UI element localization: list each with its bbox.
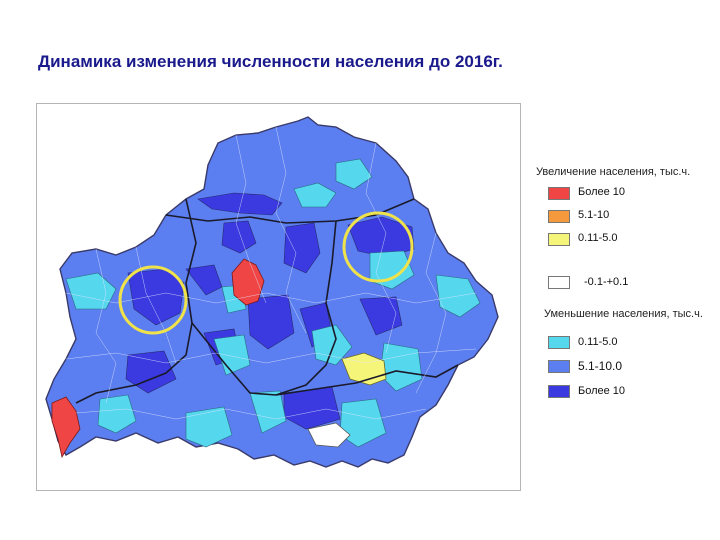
region-light-north2[interactable] (335, 158, 373, 190)
map-title: Динамика изменения численности населения… (38, 52, 503, 71)
legend-label-neutral: -0.1-+0.1 (584, 276, 629, 288)
legend-increase-heading: Увеличение населения, тыс.ч. (536, 166, 691, 178)
border-gomel (275, 364, 459, 396)
border-brest (191, 322, 277, 396)
region-light-center[interactable] (213, 334, 251, 376)
legend-swatch-neutral (548, 276, 570, 289)
legend-swatch-increase-3 (548, 233, 570, 246)
region-dark-center[interactable] (247, 294, 295, 350)
map-frame (36, 103, 521, 491)
district-line (275, 126, 307, 334)
region-light-southwest[interactable] (97, 394, 137, 434)
legend-label-decrease-3: Более 10 (578, 385, 626, 397)
region-light-north[interactable] (293, 182, 337, 208)
oblast-borders (75, 198, 459, 404)
legend-label-decrease-1: 0.11-5.0 (578, 336, 618, 348)
region-dark-northwest[interactable] (221, 220, 257, 254)
district-line (235, 134, 267, 304)
legend-label-decrease-2: 5.1-10.0 (578, 359, 623, 373)
highlight-circle-east (342, 211, 414, 283)
district-lines (65, 126, 477, 420)
district-line (65, 348, 477, 364)
region-light-south[interactable] (185, 406, 233, 448)
legend-label-increase-1: Более 10 (578, 186, 626, 198)
border-minsk-mogilev (275, 220, 337, 396)
population-map (45, 116, 499, 468)
region-red-brest[interactable] (51, 396, 81, 459)
region-light-south2[interactable] (249, 390, 287, 434)
legend-swatch-increase-2 (548, 210, 570, 223)
dark-regions (125, 192, 415, 430)
legend-decrease-heading: Уменьшение населения, тыс.ч. (544, 308, 703, 320)
region-dark-center-north[interactable] (283, 222, 321, 274)
district-line (415, 232, 447, 394)
district-line (75, 408, 427, 420)
legend-swatch-decrease-3 (548, 385, 570, 398)
region-white-south[interactable] (307, 422, 351, 448)
legend-swatch-decrease-1 (548, 336, 570, 349)
region-dark-east[interactable] (359, 296, 403, 336)
region-dark-southwest[interactable] (125, 350, 177, 394)
border-vitebsk (165, 198, 415, 224)
region-dark-east-circle[interactable] (347, 216, 415, 258)
highlight-circle-west (118, 265, 188, 335)
legend-label-increase-3: 0.11-5.0 (578, 232, 618, 244)
legend-label-increase-2: 5.1-10 (578, 209, 610, 221)
district-line (65, 292, 477, 304)
district-line (95, 248, 117, 404)
legend-swatch-decrease-2 (548, 360, 570, 373)
district-line (365, 142, 397, 354)
legend-swatch-increase-1 (548, 187, 570, 200)
